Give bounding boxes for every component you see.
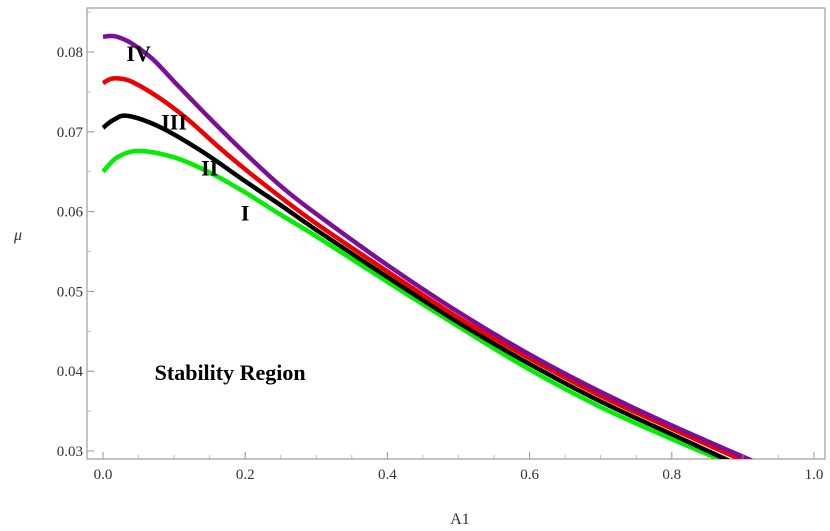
y-axis-label: μ — [13, 227, 22, 244]
x-tick-label: 1.0 — [805, 467, 824, 483]
series-line-3 — [101, 75, 744, 459]
y-tick-label: 0.08 — [57, 45, 83, 61]
series-line-4 — [102, 33, 754, 459]
x-axis-label: A1 — [450, 511, 470, 528]
y-tick-label: 0.03 — [57, 444, 83, 460]
y-tick-label: 0.05 — [57, 284, 83, 300]
curve-label-ii: II — [201, 156, 218, 181]
y-tick-label: 0.07 — [57, 125, 84, 141]
x-tick-label: 0.4 — [378, 467, 397, 483]
y-tick-label: 0.04 — [57, 364, 84, 380]
x-tick-label: 0.2 — [236, 467, 255, 483]
y-axis: 0.03 0.04 0.05 0.06 0.07 0.08 — [57, 11, 94, 460]
curves — [101, 33, 754, 459]
curve-label-iv: IV — [126, 41, 151, 66]
series-line-2 — [101, 113, 730, 459]
series-line-1 — [101, 148, 726, 459]
x-axis: 0.0 0.2 0.4 0.6 0.8 1.0 — [94, 452, 824, 483]
y-tick-label: 0.06 — [57, 205, 84, 221]
plot-frame — [86, 7, 826, 460]
x-tick-label: 0.6 — [520, 467, 539, 483]
curve-label-iii: III — [161, 109, 187, 134]
stability-region-label: Stability Region — [155, 360, 306, 385]
curve-label-i: I — [241, 200, 250, 225]
x-tick-label: 0.0 — [94, 467, 113, 483]
x-tick-label: 0.8 — [662, 467, 681, 483]
